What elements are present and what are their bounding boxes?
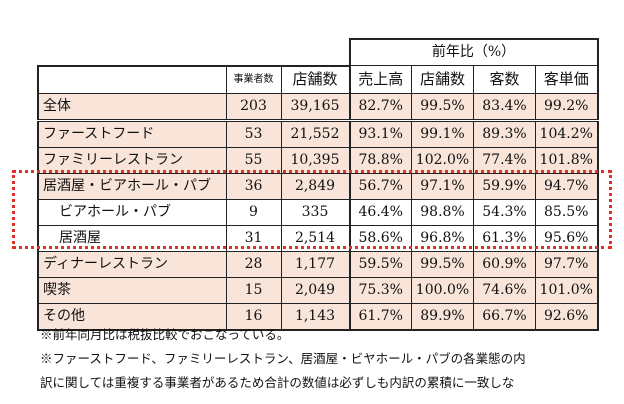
header-avg-spend: 客単価 — [535, 65, 599, 94]
row-label: ディナーレストラン — [37, 250, 227, 278]
cell-customers: 59.9% — [473, 172, 536, 200]
cell-sales: 78.8% — [348, 146, 412, 174]
cell-store-ratio: 99.1% — [411, 119, 474, 148]
sales-comparison-table: 前年比（%） 事業者数 店舗数 売上高 店舗数 客数 客単価 全体 203 39… — [37, 38, 599, 331]
cell-customers: 89.3% — [473, 119, 536, 148]
cell-stores: 2,514 — [280, 224, 350, 252]
table-row: 喫茶 15 2,049 75.3% 100.0% 74.6% 101.0% — [37, 276, 599, 304]
cell-avg-spend: 94.7% — [535, 172, 599, 200]
cell-businesses: 15 — [225, 276, 282, 304]
row-label: 居酒屋 — [37, 224, 227, 252]
cell-avg-spend: 101.8% — [535, 146, 599, 174]
cell-sales: 75.3% — [348, 276, 412, 304]
cell-store-ratio: 99.5% — [411, 250, 474, 278]
cell-customers: 54.3% — [473, 198, 536, 226]
cell-avg-spend: 99.2% — [535, 92, 599, 122]
cell-stores: 10,395 — [280, 146, 350, 174]
cell-store-ratio: 97.1% — [411, 172, 474, 200]
footnote-1: ※前年同月比は税抜比較でおこなっている。 — [40, 327, 290, 342]
cell-avg-spend: 92.6% — [535, 302, 599, 331]
cell-stores: 21,552 — [280, 119, 350, 148]
cell-businesses: 55 — [225, 146, 282, 174]
header-businesses: 事業者数 — [225, 64, 282, 94]
row-label: ビアホール・パブ — [37, 198, 227, 226]
cell-avg-spend: 95.6% — [535, 224, 599, 252]
cell-stores: 1,177 — [280, 250, 350, 278]
cell-businesses: 53 — [225, 119, 282, 148]
cell-sales: 59.5% — [348, 250, 412, 278]
row-label: 居酒屋・ビアホール・パブ — [37, 172, 227, 200]
cell-sales: 93.1% — [348, 119, 412, 148]
header-store-ratio: 店舗数 — [411, 65, 474, 94]
cell-avg-spend: 97.7% — [535, 250, 599, 278]
cell-customers: 83.4% — [473, 92, 536, 122]
row-label: 喫茶 — [37, 276, 227, 304]
footnotes: ※前年同月比は税抜比較でおこなっている。 ※ファーストフード、ファミリーレストラ… — [40, 323, 526, 395]
cell-store-ratio: 102.0% — [411, 146, 474, 174]
table-row: ファーストフード 53 21,552 93.1% 99.1% 89.3% 104… — [37, 119, 599, 148]
cell-businesses: 9 — [225, 198, 282, 226]
cell-customers: 61.3% — [473, 224, 536, 252]
cell-businesses: 36 — [225, 172, 282, 200]
table-row: 全体 203 39,165 82.7% 99.5% 83.4% 99.2% — [37, 92, 599, 122]
cell-sales: 56.7% — [348, 172, 412, 200]
table-row: ディナーレストラン 28 1,177 59.5% 99.5% 60.9% 97.… — [37, 250, 599, 278]
column-header-row: 事業者数 店舗数 売上高 店舗数 客数 客単価 — [37, 64, 599, 94]
group-header-row: 前年比（%） — [38, 38, 599, 67]
footnote-3: 訳に関しては重複する事業者があるため合計の数値は必ずしも内訳の累積に一致しな — [40, 375, 515, 390]
header-stores: 店舗数 — [280, 64, 350, 94]
cell-store-ratio: 99.5% — [411, 92, 474, 122]
cell-avg-spend: 85.5% — [535, 198, 599, 226]
table-row: ファミリーレストラン 55 10,395 78.8% 102.0% 77.4% … — [37, 146, 599, 174]
blank-corner — [38, 39, 350, 67]
cell-customers: 74.6% — [473, 276, 536, 304]
cell-stores: 335 — [280, 198, 350, 226]
cell-sales: 82.7% — [348, 92, 412, 122]
cell-store-ratio: 98.8% — [411, 198, 474, 226]
header-sales: 売上高 — [348, 65, 412, 94]
table-row: その他 16 1,143 61.7% 89.9% 66.7% 92.6% — [37, 302, 599, 331]
cell-sales: 58.6% — [348, 224, 412, 252]
cell-store-ratio: 100.0% — [411, 276, 474, 304]
row-label: 全体 — [37, 92, 227, 122]
row-label: その他 — [37, 302, 227, 331]
table-row-highlighted: 居酒屋 31 2,514 58.6% 96.8% 61.3% 95.6% — [37, 224, 599, 252]
row-label: ファーストフード — [37, 119, 227, 148]
cell-customers: 66.7% — [473, 302, 536, 331]
cell-sales: 46.4% — [348, 198, 412, 226]
yoy-group-header: 前年比（%） — [348, 38, 599, 66]
cell-avg-spend: 104.2% — [535, 119, 599, 148]
cell-businesses: 203 — [225, 92, 282, 122]
cell-store-ratio: 96.8% — [411, 224, 474, 252]
cell-store-ratio: 89.9% — [411, 302, 474, 331]
header-customers: 客数 — [473, 65, 536, 94]
cell-stores: 39,165 — [280, 92, 350, 122]
table-row-highlighted: ビアホール・パブ 9 335 46.4% 98.8% 54.3% 85.5% — [37, 198, 599, 226]
cell-businesses: 16 — [225, 302, 282, 331]
cell-stores: 2,049 — [280, 276, 350, 304]
cell-avg-spend: 101.0% — [535, 276, 599, 304]
table-row-highlighted: 居酒屋・ビアホール・パブ 36 2,849 56.7% 97.1% 59.9% … — [37, 172, 599, 200]
cell-stores: 1,143 — [280, 302, 350, 331]
footnote-2: ※ファーストフード、ファミリーレストラン、居酒屋・ビヤホール・パブの各業態の内 — [40, 351, 526, 366]
cell-customers: 77.4% — [473, 146, 536, 174]
cell-businesses: 28 — [225, 250, 282, 278]
cell-stores: 2,849 — [280, 172, 350, 200]
cell-businesses: 31 — [225, 224, 282, 252]
row-label: ファミリーレストラン — [37, 146, 227, 174]
cell-customers: 60.9% — [473, 250, 536, 278]
header-category — [37, 64, 227, 94]
